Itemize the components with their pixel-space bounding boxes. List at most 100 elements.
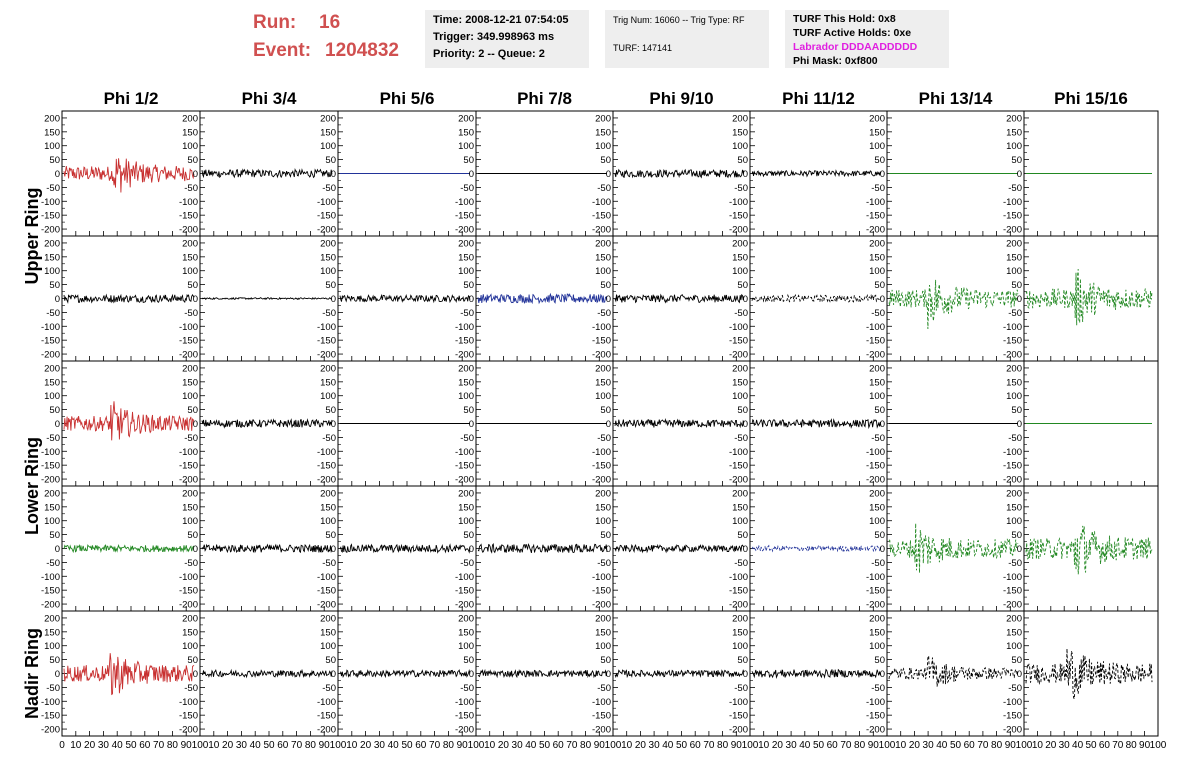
x-tick-label: 10 <box>208 740 220 751</box>
y-tick-label: -50 <box>871 433 885 444</box>
y-tick-label: 150 <box>182 377 198 388</box>
waveform-trace <box>477 542 608 554</box>
x-tick-label: 50 <box>263 740 275 751</box>
run-value: 16 <box>319 12 341 33</box>
y-tick-label: 50 <box>325 280 336 291</box>
y-tick-label: 100 <box>1006 516 1022 527</box>
y-tick-label: 150 <box>320 627 336 638</box>
x-tick-label: 100 <box>1016 740 1033 751</box>
y-tick-label: 50 <box>187 655 198 666</box>
y-tick-label: -50 <box>46 433 60 444</box>
waveform-trace <box>1025 269 1153 326</box>
y-tick-label: 200 <box>869 363 885 374</box>
y-tick-label: 150 <box>458 377 474 388</box>
y-tick-label: -100 <box>1003 697 1022 708</box>
y-tick-label: 200 <box>732 363 748 374</box>
y-tick-label: -100 <box>317 697 336 708</box>
y-tick-label: -50 <box>184 308 198 319</box>
column-header: Phi 3/4 <box>242 89 297 108</box>
y-tick-label: 150 <box>44 502 60 513</box>
y-tick-label: 50 <box>463 155 474 166</box>
waveform-trace <box>63 401 195 441</box>
y-tick-label: 0 <box>331 669 336 680</box>
time-text: Time: 2008-12-21 07:54:05 <box>433 14 569 26</box>
y-tick-label: 0 <box>331 169 336 180</box>
waveform-panel: 200 150 100 50 0 -50 -100 -150 -200 <box>866 110 1025 237</box>
x-tick-label: 20 <box>772 740 784 751</box>
y-tick-label: 50 <box>874 280 885 291</box>
x-tick-label: 30 <box>512 740 524 751</box>
waveform-trace <box>477 668 608 679</box>
y-tick-label: 200 <box>44 238 60 249</box>
x-tick-label: 40 <box>525 740 537 751</box>
y-tick-label: -100 <box>592 322 611 333</box>
y-tick-label: 0 <box>469 294 474 305</box>
y-tick-label: 0 <box>606 669 611 680</box>
y-tick-label: -50 <box>46 183 60 194</box>
y-tick-label: 150 <box>732 377 748 388</box>
waveform-trace <box>201 418 333 429</box>
y-tick-label: -200 <box>179 225 198 236</box>
waveform-panel: 200 150 100 50 0 -50 -100 -150 -200 <box>592 360 751 487</box>
y-tick-label: -50 <box>322 183 336 194</box>
y-tick-label: 100 <box>44 141 60 152</box>
x-tick-label: 30 <box>923 740 935 751</box>
turf-hold-text: TURF This Hold: 0x8 <box>793 13 896 25</box>
x-tick-label: 70 <box>153 740 165 751</box>
y-tick-label: -200 <box>592 225 611 236</box>
x-tick-label: 80 <box>580 740 592 751</box>
y-tick-label: 150 <box>182 127 198 138</box>
waveform-panel: 200 150 100 50 0 -50 -100 -150 -200 <box>317 485 477 612</box>
y-tick-label: 150 <box>732 252 748 263</box>
y-tick-label: -100 <box>729 322 748 333</box>
y-tick-label: 200 <box>732 488 748 499</box>
y-tick-label: -200 <box>179 600 198 611</box>
y-tick-label: -200 <box>317 350 336 361</box>
y-tick-label: 150 <box>320 502 336 513</box>
y-tick-label: -150 <box>729 711 748 722</box>
y-tick-label: -200 <box>592 475 611 486</box>
y-tick-label: 200 <box>44 613 60 624</box>
x-tick-label: 20 <box>635 740 647 751</box>
column-header: Phi 1/2 <box>104 89 159 108</box>
y-tick-label: -50 <box>734 558 748 569</box>
y-tick-label: -200 <box>1003 350 1022 361</box>
y-tick-label: 200 <box>458 238 474 249</box>
column-header: Phi 13/14 <box>919 89 993 108</box>
waveform-panel: 200 150 100 50 0 -50 -100 -150 -200 <box>41 360 201 487</box>
waveform-panel: 200 150 100 50 0 -50 -100 -150 -200 <box>592 110 751 237</box>
y-tick-label: -50 <box>322 683 336 694</box>
y-tick-label: 0 <box>469 669 474 680</box>
y-tick-label: -150 <box>179 336 198 347</box>
waveform-panel: 200 150 100 50 0 -50 -100 -150 -200 <box>1003 485 1159 612</box>
y-tick-label: -100 <box>1003 322 1022 333</box>
y-tick-label: 50 <box>463 405 474 416</box>
waveform-trace <box>751 418 882 430</box>
x-tick-label: 80 <box>167 740 179 751</box>
labrador-text: Labrador DDDAADDDDD <box>793 41 918 53</box>
waveform-panel: 200 150 100 50 0 -50 -100 -150 -200 <box>179 485 339 612</box>
y-tick-label: -150 <box>317 336 336 347</box>
waveform-panel: 200 150 100 50 0 -50 -100 -150 -200 <box>41 610 201 737</box>
y-tick-label: 100 <box>595 516 611 527</box>
y-tick-label: -150 <box>592 711 611 722</box>
x-tick-label: 60 <box>964 740 976 751</box>
y-tick-label: 100 <box>1006 641 1022 652</box>
y-tick-label: -50 <box>1008 183 1022 194</box>
y-tick-label: -150 <box>455 711 474 722</box>
y-tick-label: 0 <box>606 544 611 555</box>
y-tick-label: 200 <box>320 113 336 124</box>
y-tick-label: -200 <box>866 475 885 486</box>
y-tick-label: 0 <box>469 169 474 180</box>
y-tick-label: 150 <box>182 502 198 513</box>
y-tick-label: 100 <box>182 516 198 527</box>
y-tick-label: -150 <box>455 336 474 347</box>
y-tick-label: -150 <box>1003 211 1022 222</box>
y-tick-label: 50 <box>737 530 748 541</box>
y-tick-label: 100 <box>182 641 198 652</box>
y-tick-label: 50 <box>325 155 336 166</box>
waveform-trace <box>63 653 195 696</box>
waveform-panel: 200 150 100 50 0 -50 -100 -150 -200 <box>455 485 614 612</box>
y-tick-label: 100 <box>869 141 885 152</box>
waveform-trace <box>614 543 745 554</box>
